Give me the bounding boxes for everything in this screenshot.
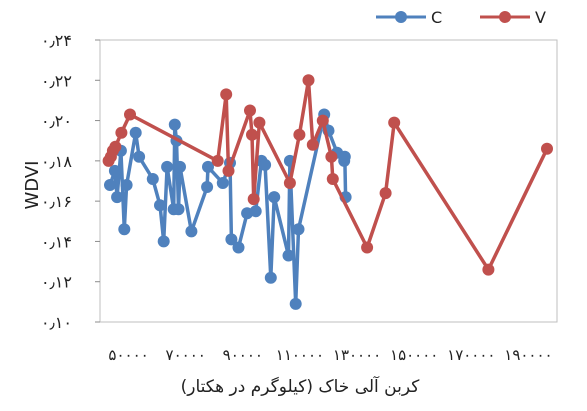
- data-point-v: [222, 164, 235, 177]
- y-tick-label: ۰٫۱۸: [41, 152, 72, 171]
- data-point-c: [111, 191, 124, 204]
- data-point-v: [124, 108, 136, 121]
- data-point-v: [326, 173, 339, 185]
- data-point-c: [133, 150, 146, 163]
- data-point-v: [306, 138, 319, 151]
- legend-marker-c: [395, 11, 407, 23]
- data-point-v: [115, 126, 128, 139]
- series-c: [104, 108, 352, 310]
- series-v: [102, 74, 553, 276]
- x-tick-label: ۱۱۰۰۰۰: [276, 346, 324, 364]
- data-point-c: [201, 181, 214, 193]
- x-tick-label: ۵۰۰۰۰: [108, 346, 148, 364]
- data-point-c: [172, 203, 185, 216]
- data-point-c: [225, 233, 238, 246]
- data-point-c: [232, 241, 245, 254]
- data-point-c: [129, 126, 142, 139]
- grid-layer: [99, 39, 558, 323]
- y-tick-label: ۰٫۱۰: [41, 313, 72, 332]
- data-point-v: [388, 116, 401, 129]
- data-point-c: [154, 199, 166, 212]
- series-line-c: [108, 112, 348, 306]
- data-point-v: [109, 140, 122, 153]
- y-axis-title: WDVI: [22, 161, 43, 210]
- data-point-v: [482, 263, 495, 276]
- data-point-c: [174, 160, 186, 173]
- x-tick-label: ۱۷۰۰۰۰: [447, 346, 495, 364]
- axis-layer: ۰٫۱۰ ۰٫۱۲ ۰٫۱۴ ۰٫۱۶ ۰٫۱۸ ۰٫۲۰ ۰٫۲۲ ۰٫۲۴ ۵۰۰۰۰ ۷۰۰…: [41, 31, 553, 364]
- data-point-c: [202, 160, 214, 173]
- data-point-v: [379, 187, 392, 200]
- data-point-c: [146, 173, 159, 185]
- data-point-c: [120, 179, 133, 191]
- legend-label-v: V: [535, 8, 546, 27]
- data-point-v: [541, 142, 553, 155]
- data-point-c: [264, 271, 277, 284]
- x-tick-label: ۱۵۰۰۰۰: [390, 346, 438, 364]
- data-point-c: [292, 223, 305, 236]
- y-tick-label: ۰٫۲۰: [41, 112, 72, 131]
- data-point-c: [157, 235, 170, 248]
- x-tick-label: ۹۰۰۰۰: [223, 346, 263, 364]
- y-tick-label: ۰٫۱۲: [41, 273, 72, 292]
- plot-area-border: [99, 39, 558, 323]
- y-tick-label: ۰٫۲۲: [41, 71, 72, 90]
- y-tick-label: ۰٫۱۴: [41, 232, 72, 251]
- data-point-c: [282, 249, 295, 262]
- data-point-v: [253, 116, 266, 129]
- data-point-c: [249, 205, 262, 218]
- x-axis-title: کربن آلی خاک (کیلوگرم در هکتار): [181, 375, 421, 397]
- data-point-c: [216, 177, 229, 189]
- data-point-c: [268, 191, 281, 204]
- x-tick-label: ۱۳۰۰۰۰: [333, 346, 381, 364]
- data-point-v: [325, 150, 338, 163]
- data-point-c: [104, 179, 116, 191]
- data-point-c: [289, 297, 302, 310]
- data-point-v: [316, 114, 329, 127]
- data-point-c: [161, 160, 174, 173]
- y-tick-label: ۰٫۲۴: [41, 31, 72, 50]
- data-point-v: [283, 177, 296, 189]
- data-point-c: [338, 150, 351, 163]
- chart-legend: C V: [376, 8, 546, 27]
- series-layer: [102, 74, 553, 310]
- x-tick-label: ۱۹۰۰۰۰: [504, 346, 552, 364]
- data-point-c: [185, 225, 198, 238]
- legend-marker-v: [499, 11, 511, 23]
- legend-label-c: C: [431, 8, 442, 27]
- data-point-c: [259, 158, 272, 171]
- data-point-v: [244, 104, 256, 117]
- data-point-v: [302, 74, 315, 87]
- data-point-v: [247, 193, 260, 206]
- data-point-v: [246, 128, 258, 141]
- x-tick-label: ۷۰۰۰۰: [166, 346, 206, 364]
- data-point-c: [118, 223, 131, 236]
- y-tick-label: ۰٫۱۶: [41, 192, 72, 211]
- data-point-v: [220, 88, 233, 101]
- data-point-v: [361, 241, 374, 254]
- data-point-v: [211, 154, 224, 167]
- data-point-c: [168, 118, 181, 131]
- data-point-v: [293, 128, 306, 141]
- data-point-c: [108, 164, 121, 177]
